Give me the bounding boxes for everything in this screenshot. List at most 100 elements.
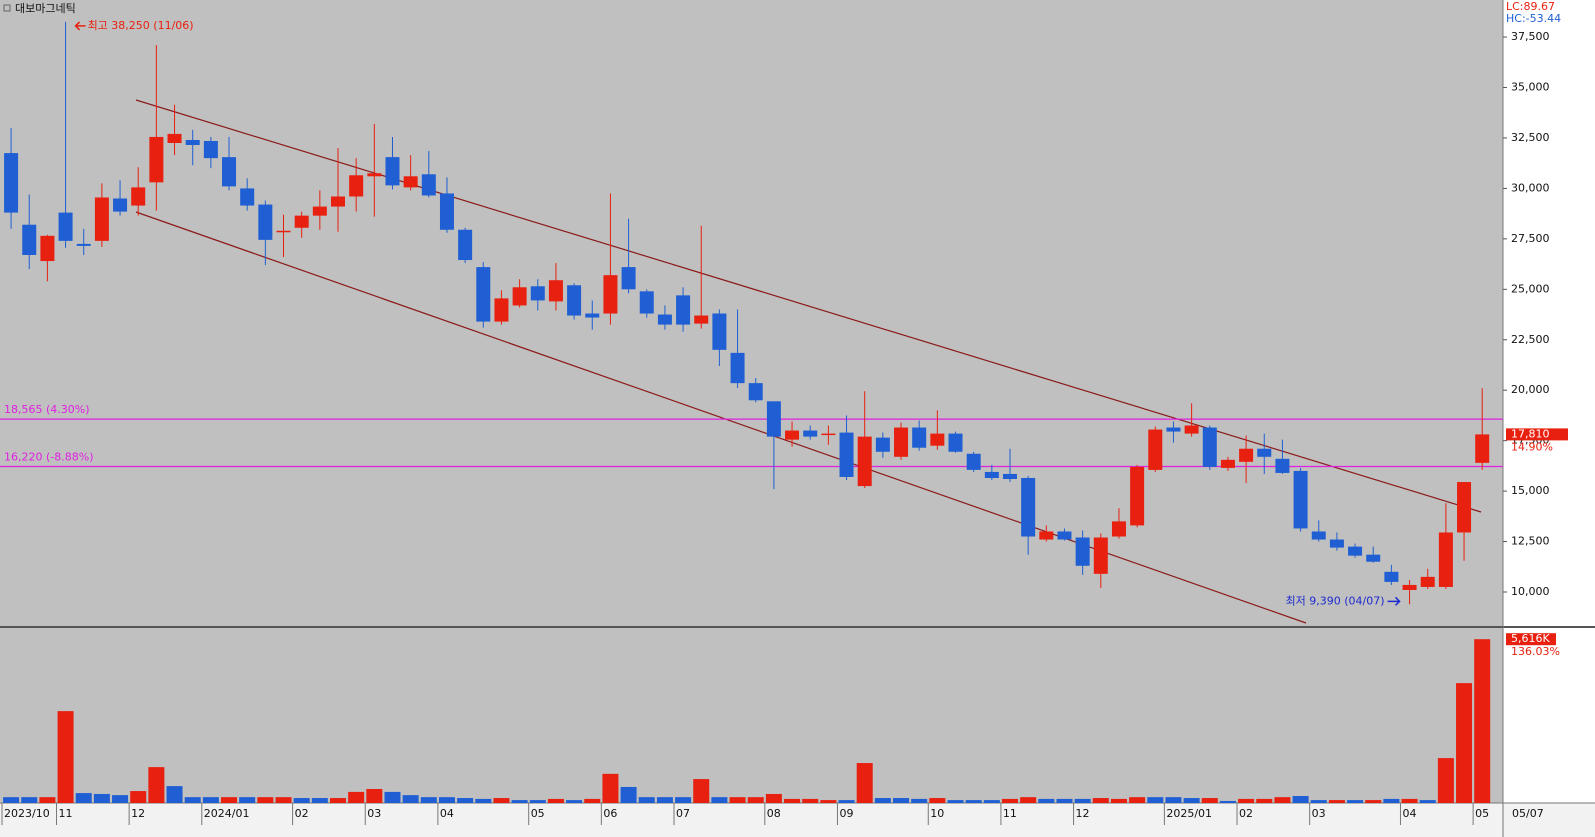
candle-body bbox=[730, 352, 745, 384]
volume-bar bbox=[457, 798, 474, 803]
candle-body bbox=[458, 229, 473, 261]
candle-body bbox=[476, 267, 491, 322]
volume-bar bbox=[802, 798, 819, 803]
candle-body bbox=[367, 173, 382, 177]
x-tick-label: 02 bbox=[295, 807, 309, 820]
candle-body bbox=[567, 285, 582, 316]
candle-body bbox=[185, 139, 200, 146]
volume-bar bbox=[1238, 798, 1255, 803]
x-tick-label: 12 bbox=[1076, 807, 1090, 820]
candle-body bbox=[839, 432, 854, 477]
volume-bar bbox=[1020, 797, 1037, 803]
y-tick-label: 35,000 bbox=[1511, 81, 1550, 94]
candle-body bbox=[203, 140, 218, 159]
volume-bar bbox=[475, 798, 492, 803]
x-tick-label: 05 bbox=[1475, 807, 1489, 820]
volume-bar bbox=[693, 779, 710, 803]
volume-bar bbox=[1219, 800, 1236, 803]
volume-bar bbox=[529, 800, 546, 803]
candle-body bbox=[1220, 459, 1235, 468]
volume-bar bbox=[1056, 798, 1073, 803]
volume-bar bbox=[39, 797, 56, 803]
x-tick-label: 05 bbox=[531, 807, 545, 820]
volume-bar bbox=[348, 791, 365, 803]
volume-bar bbox=[656, 797, 673, 803]
candle-body bbox=[1384, 571, 1399, 582]
volume-bar bbox=[366, 789, 383, 803]
volume-bar bbox=[584, 798, 601, 803]
volume-bar bbox=[729, 797, 746, 803]
y-tick-label: 25,000 bbox=[1511, 282, 1550, 295]
annotation-label: 최저 9,390 (04/07) bbox=[1286, 594, 1385, 607]
volume-bar bbox=[148, 767, 165, 803]
candle-body bbox=[94, 197, 109, 241]
volume-bar bbox=[221, 797, 238, 803]
volume-bar bbox=[747, 797, 764, 803]
volume-bar bbox=[275, 797, 292, 803]
candle-body bbox=[258, 204, 273, 240]
candle-body bbox=[912, 427, 927, 448]
volume-bar bbox=[1092, 798, 1109, 803]
volume-bar bbox=[547, 798, 564, 803]
volume-bar bbox=[239, 797, 256, 803]
volume-bar bbox=[1274, 797, 1291, 803]
volume-bar bbox=[3, 797, 20, 803]
x-tick-label: 2025/01 bbox=[1166, 807, 1212, 820]
y-tick-label: 30,000 bbox=[1511, 181, 1550, 194]
candle-body bbox=[421, 174, 436, 196]
volume-bar bbox=[602, 773, 619, 803]
volume-bar bbox=[784, 798, 801, 803]
volume-bar bbox=[929, 798, 946, 803]
trend-line bbox=[135, 211, 1307, 624]
volume-bar bbox=[420, 797, 437, 803]
volume-bar bbox=[820, 800, 837, 803]
volume-bar bbox=[1292, 796, 1309, 803]
candle-body bbox=[1293, 470, 1308, 529]
volume-bar bbox=[1347, 800, 1364, 803]
trend-line bbox=[135, 99, 1482, 513]
volume-bar bbox=[1310, 800, 1327, 803]
candle-body bbox=[40, 235, 55, 262]
volume-bar bbox=[620, 786, 637, 803]
candle-body bbox=[803, 430, 818, 437]
candle-body bbox=[240, 188, 255, 206]
x-tick-label: 11 bbox=[58, 807, 72, 820]
candle-body bbox=[1457, 482, 1472, 533]
candle-body bbox=[875, 437, 890, 452]
volume-bar bbox=[1456, 683, 1473, 803]
candle-body bbox=[1057, 531, 1072, 540]
candle-body bbox=[548, 280, 563, 302]
volume-bar bbox=[493, 798, 510, 803]
candle-body bbox=[894, 427, 909, 457]
volume-panel bbox=[0, 628, 1503, 803]
candle-body bbox=[222, 157, 237, 187]
x-tick-label: 03 bbox=[367, 807, 381, 820]
candle-body bbox=[22, 224, 37, 255]
y-tick-label: 12,500 bbox=[1511, 535, 1550, 548]
candle-body bbox=[1075, 537, 1090, 566]
volume-bar bbox=[1328, 800, 1345, 803]
candle-body bbox=[1039, 531, 1054, 540]
volume-bar bbox=[1147, 797, 1164, 803]
volume-bar bbox=[711, 797, 728, 803]
price-panel bbox=[0, 0, 1503, 626]
volume-bar bbox=[1256, 798, 1273, 803]
candle-body bbox=[585, 313, 600, 318]
volume-bar bbox=[511, 800, 528, 803]
volume-bar bbox=[257, 797, 274, 803]
candle-body bbox=[676, 295, 691, 325]
candle-body bbox=[1148, 429, 1163, 470]
candle-body bbox=[1111, 521, 1126, 537]
volume-bar bbox=[112, 795, 129, 803]
candle-body bbox=[494, 298, 509, 322]
candle-body bbox=[694, 315, 709, 324]
x-axis-strip bbox=[0, 803, 1595, 837]
candle-body bbox=[766, 401, 781, 437]
volume-bar bbox=[675, 797, 692, 803]
x-tick-label: 07 bbox=[676, 807, 690, 820]
candle-body bbox=[1202, 427, 1217, 467]
volume-bar bbox=[965, 800, 982, 803]
candle-body bbox=[349, 175, 364, 197]
candle-body bbox=[1438, 532, 1453, 587]
